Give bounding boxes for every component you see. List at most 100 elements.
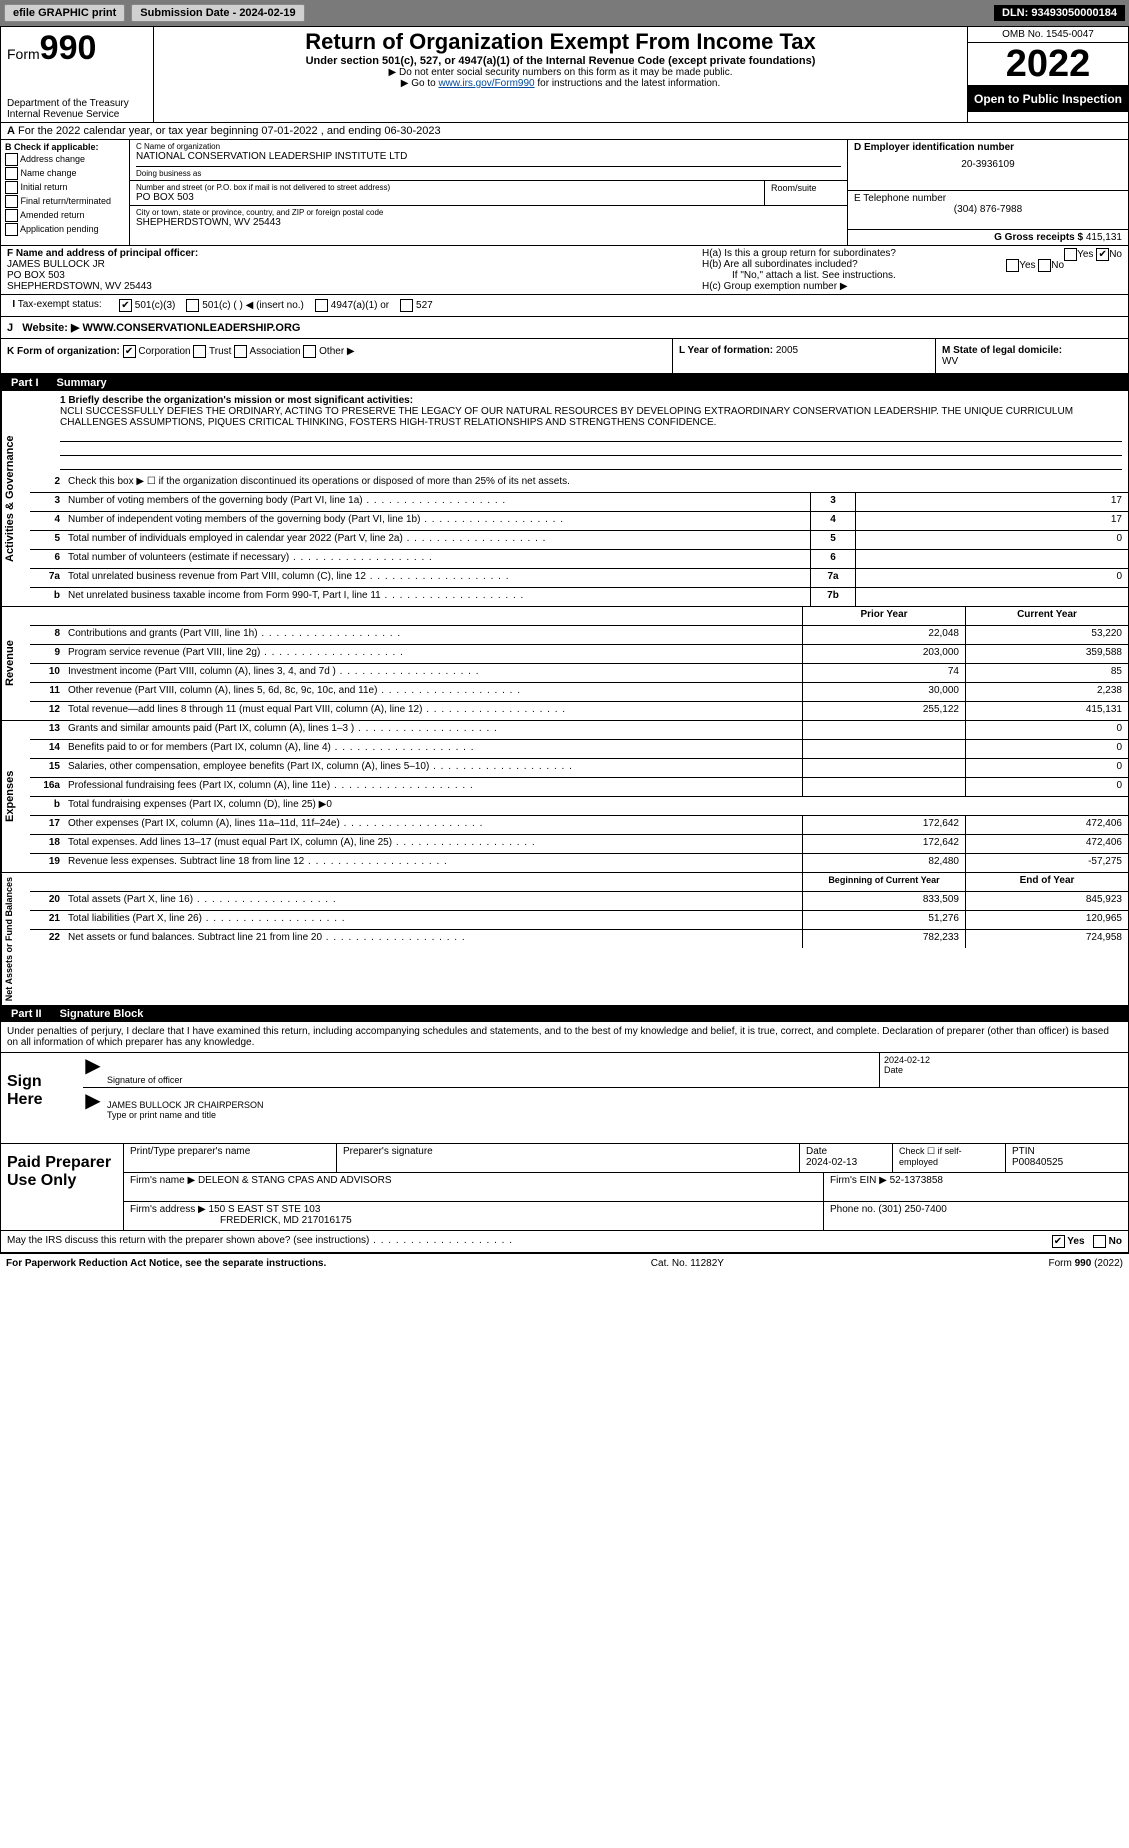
line-12: 12Total revenue—add lines 8 through 11 (…	[30, 701, 1128, 720]
firm-phone-value: (301) 250-7400	[878, 1204, 946, 1215]
preparer-name-label: Print/Type preparer's name	[124, 1144, 337, 1172]
phone-value: (304) 876-7988	[854, 204, 1122, 215]
preparer-date-label: Date	[806, 1146, 827, 1157]
footer-mid: Cat. No. 11282Y	[651, 1258, 724, 1269]
line-21: 21Total liabilities (Part X, line 26)51,…	[30, 910, 1128, 929]
firm-ein-value: 52-1373858	[890, 1175, 943, 1186]
self-employed-check[interactable]: Check ☐ if self-employed	[893, 1144, 1006, 1172]
brief-label: 1 Briefly describe the organization's mi…	[60, 395, 413, 406]
room-suite-label: Room/suite	[765, 181, 847, 205]
sig-date-label: Date	[884, 1065, 1124, 1075]
paid-preparer-label: Paid Preparer Use Only	[1, 1144, 124, 1230]
website-label: Website: ▶	[22, 322, 79, 334]
irs-label: Internal Revenue Service	[7, 109, 147, 120]
cb-name-change[interactable]: Name change	[5, 167, 125, 180]
return-title: Return of Organization Exempt From Incom…	[164, 29, 957, 55]
gov-line-7a: 7aTotal unrelated business revenue from …	[30, 568, 1128, 587]
cb-application-pending[interactable]: Application pending	[5, 223, 125, 236]
city-value: SHEPHERDSTOWN, WV 25443	[136, 217, 841, 228]
gov-line-b: bNet unrelated business taxable income f…	[30, 587, 1128, 606]
line-22: 22Net assets or fund balances. Subtract …	[30, 929, 1128, 948]
net-header-row: Beginning of Current Year End of Year	[30, 873, 1128, 891]
firm-addr1-value: 150 S EAST ST STE 103	[209, 1204, 321, 1215]
gov-line-6: 6Total number of volunteers (estimate if…	[30, 549, 1128, 568]
line-16a: 16aProfessional fundraising fees (Part I…	[30, 777, 1128, 796]
part-1-header: Part I Summary	[1, 375, 1128, 391]
cb-4947[interactable]	[315, 299, 328, 312]
footer-right: Form 990 (2022)	[1049, 1258, 1123, 1269]
exempt-status-label: Tax-exempt status:	[18, 299, 102, 310]
form-of-org-label: K Form of organization:	[7, 346, 120, 357]
discuss-yes[interactable]	[1052, 1235, 1065, 1248]
year-formation-label: L Year of formation:	[679, 345, 773, 356]
cb-association[interactable]	[234, 345, 247, 358]
officer-city: SHEPHERDSTOWN, WV 25443	[7, 281, 152, 292]
cb-amended-return[interactable]: Amended return	[5, 209, 125, 222]
gov-line-3: 3Number of voting members of the governi…	[30, 492, 1128, 511]
return-subtitle: Under section 501(c), 527, or 4947(a)(1)…	[164, 55, 957, 67]
cb-address-change[interactable]: Address change	[5, 153, 125, 166]
efile-graphic-btn[interactable]: efile GRAPHIC print	[4, 4, 125, 22]
cb-final-return[interactable]: Final return/terminated	[5, 195, 125, 208]
h-b-label: H(b) Are all subordinates included?	[702, 259, 858, 270]
ein-value: 20-3936109	[854, 159, 1122, 170]
year-formation-value: 2005	[776, 345, 798, 356]
ssn-warning: ▶ Do not enter social security numbers o…	[164, 67, 957, 78]
instructions-link-line: ▶ Go to www.irs.gov/Form990 for instruct…	[164, 78, 957, 89]
street-label: Number and street (or P.O. box if mail i…	[136, 183, 758, 192]
line-13: 13Grants and similar amounts paid (Part …	[30, 721, 1128, 739]
gov-line-2: 2Check this box ▶ ☐ if the organization …	[30, 474, 1128, 492]
firm-name-label: Firm's name ▶	[130, 1175, 195, 1186]
officer-street: PO BOX 503	[7, 270, 65, 281]
ptin-label: PTIN	[1012, 1146, 1035, 1157]
ptin-value: P00840525	[1012, 1157, 1063, 1168]
line-18: 18Total expenses. Add lines 13–17 (must …	[30, 834, 1128, 853]
h-c-label: H(c) Group exemption number ▶	[702, 281, 1122, 292]
revenue-header-row: Prior Year Current Year	[30, 607, 1128, 625]
footer-left: For Paperwork Reduction Act Notice, see …	[6, 1258, 326, 1269]
signature-intro: Under penalties of perjury, I declare th…	[1, 1022, 1128, 1053]
line-8: 8Contributions and grants (Part VIII, li…	[30, 625, 1128, 644]
sig-arrow-icon: ▶	[83, 1053, 103, 1087]
cb-corporation[interactable]	[123, 345, 136, 358]
line-17: 17Other expenses (Part IX, column (A), l…	[30, 815, 1128, 834]
cb-initial-return[interactable]: Initial return	[5, 181, 125, 194]
open-to-public: Open to Public Inspection	[968, 86, 1128, 112]
row-a-tax-year: A For the 2022 calendar year, or tax yea…	[1, 123, 1128, 140]
firm-addr2-value: FREDERICK, MD 217016175	[130, 1215, 352, 1226]
form-number: Form990	[7, 29, 147, 68]
sig-date-value: 2024-02-12	[884, 1055, 1124, 1065]
firm-addr-label: Firm's address ▶	[130, 1204, 206, 1215]
sig-name-label: Type or print name and title	[107, 1110, 1124, 1120]
phone-label: E Telephone number	[854, 193, 946, 204]
line-19: 19Revenue less expenses. Subtract line 1…	[30, 853, 1128, 872]
cb-501c3[interactable]	[119, 299, 132, 312]
line-b: bTotal fundraising expenses (Part IX, co…	[30, 796, 1128, 815]
sign-here-label: Sign Here	[1, 1053, 83, 1143]
sig-name-value: JAMES BULLOCK JR CHAIRPERSON	[107, 1100, 1124, 1110]
discuss-no[interactable]	[1093, 1235, 1106, 1248]
preparer-sig-label: Preparer's signature	[337, 1144, 800, 1172]
line-11: 11Other revenue (Part VIII, column (A), …	[30, 682, 1128, 701]
omb-number: OMB No. 1545-0047	[968, 27, 1128, 43]
dba-label: Doing business as	[136, 166, 841, 178]
cb-trust[interactable]	[193, 345, 206, 358]
tab-activities-governance: Activities & Governance	[1, 391, 30, 606]
form-990-container: Form990 Department of the Treasury Inter…	[0, 26, 1129, 1254]
website-value: WWW.CONSERVATIONLEADERSHIP.ORG	[83, 322, 301, 334]
org-name-label: C Name of organization	[136, 142, 841, 151]
line-14: 14Benefits paid to or for members (Part …	[30, 739, 1128, 758]
cb-501c[interactable]	[186, 299, 199, 312]
street-value: PO BOX 503	[136, 192, 758, 203]
firm-ein-label: Firm's EIN ▶	[830, 1175, 887, 1186]
part-2-header: Part II Signature Block	[1, 1006, 1128, 1022]
sig-officer-label: Signature of officer	[107, 1075, 875, 1085]
submission-date-btn[interactable]: Submission Date - 2024-02-19	[131, 4, 304, 22]
state-domicile-value: WV	[942, 356, 958, 367]
cb-527[interactable]	[400, 299, 413, 312]
city-label: City or town, state or province, country…	[136, 208, 841, 217]
tab-expenses: Expenses	[1, 721, 30, 872]
cb-other[interactable]	[303, 345, 316, 358]
irs-link[interactable]: www.irs.gov/Form990	[438, 78, 534, 89]
firm-phone-label: Phone no.	[830, 1204, 876, 1215]
